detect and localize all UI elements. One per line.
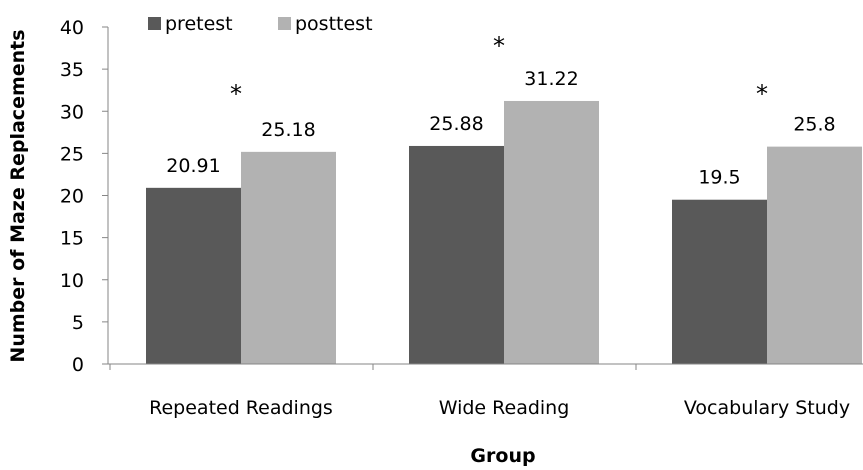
x-tick-label: Repeated Readings <box>149 397 333 419</box>
legend-label-pretest: pretest <box>165 13 233 35</box>
significance-marker-1: * <box>493 32 505 60</box>
y-tick-label: 40 <box>60 17 84 39</box>
axes-layer: Repeated Readings Wide Reading Vocabulary … <box>60 17 863 419</box>
significance-marker-2: * <box>756 80 768 108</box>
data-label-pretest-1: 25.88 <box>429 113 483 135</box>
bar-pretest-1 <box>409 145 504 364</box>
data-label-pretest-2: 19.5 <box>698 167 740 189</box>
bar-pretest-0 <box>146 187 241 364</box>
y-tick-label: 30 <box>60 101 84 123</box>
y-tick-label: 20 <box>60 186 84 208</box>
legend-label-posttest: posttest <box>295 13 373 35</box>
data-label-pretest-0: 20.91 <box>166 155 220 177</box>
bar-pretest-2 <box>672 199 767 364</box>
significance-marker-0: * <box>230 80 242 108</box>
bar-posttest-2 <box>767 146 862 364</box>
labels-layer: 20.91 25.18 25.88 31.22 19.5 25.8 * * * <box>166 32 835 189</box>
x-tick-label: Wide Reading <box>439 397 570 419</box>
y-tick-label: 35 <box>60 59 84 81</box>
data-label-posttest-2: 25.8 <box>793 114 835 136</box>
bars-layer <box>146 100 862 364</box>
y-tick-label: 25 <box>60 143 84 165</box>
x-axis-title: Group <box>470 445 535 467</box>
y-tick-label: 15 <box>60 228 84 250</box>
y-tick-label: 0 <box>72 354 84 376</box>
legend-swatch-posttest <box>278 17 291 30</box>
data-label-posttest-1: 31.22 <box>524 68 578 90</box>
x-tick-label: Vocabulary Study <box>684 397 850 419</box>
y-tick-label: 5 <box>72 312 84 334</box>
legend-swatch-pretest <box>148 17 161 30</box>
legend: pretest posttest <box>148 13 373 35</box>
bar-posttest-0 <box>241 151 336 364</box>
bar-posttest-1 <box>504 100 599 364</box>
y-axis-title: Number of Maze Replacements <box>7 29 29 362</box>
y-tick-label: 10 <box>60 270 84 292</box>
data-label-posttest-0: 25.18 <box>261 119 315 141</box>
